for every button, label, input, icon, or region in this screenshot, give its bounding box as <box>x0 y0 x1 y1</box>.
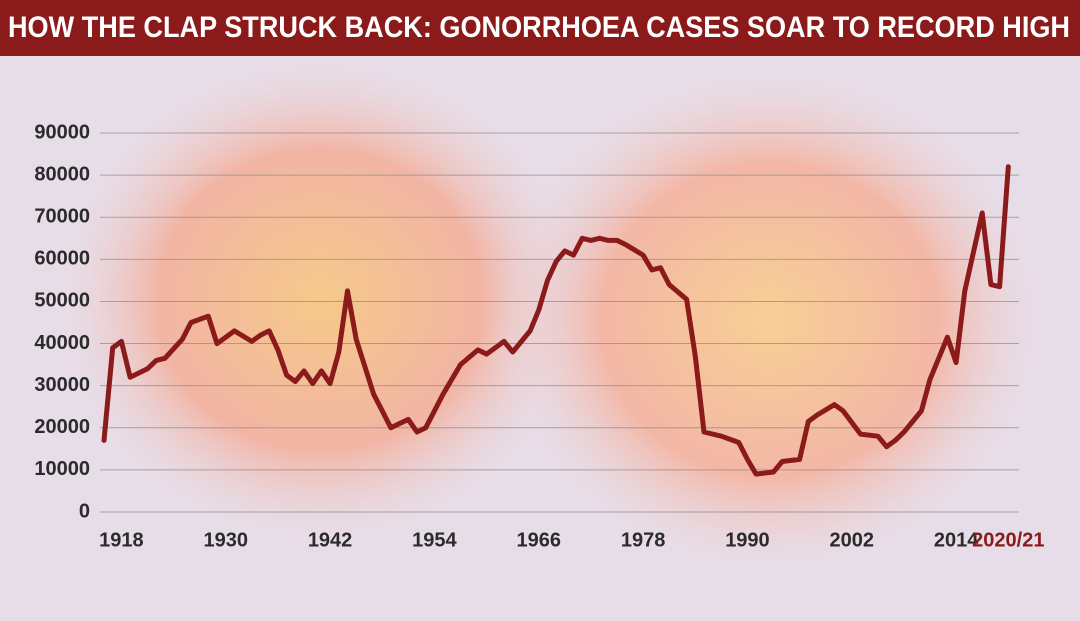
x-tick-label: 1990 <box>725 529 770 551</box>
x-tick-label: 1918 <box>99 529 144 551</box>
background-blob <box>490 60 1050 580</box>
data-line <box>101 164 1011 477</box>
x-tick-label: 2002 <box>830 529 875 551</box>
y-tick-label: 60000 <box>34 248 90 270</box>
y-tick-label: 80000 <box>34 163 90 185</box>
y-tick-label: 30000 <box>34 374 90 396</box>
chart-title: HOW THE CLAP STRUCK BACK: GONORRHOEA CAS… <box>8 11 1070 44</box>
y-tick-label: 50000 <box>34 290 90 312</box>
y-tick-label: 70000 <box>34 206 90 228</box>
x-tick-label: 1966 <box>517 529 562 551</box>
y-tick-label: 10000 <box>34 458 90 480</box>
x-tick-label: 1978 <box>621 529 666 551</box>
y-tick-label: 20000 <box>34 416 90 438</box>
y-tick-label: 90000 <box>34 121 90 143</box>
x-tick-label: 2020/21 <box>972 529 1044 551</box>
x-tick-label: 1942 <box>308 529 353 551</box>
title-bar <box>0 0 1080 56</box>
x-tick-label: 1930 <box>203 529 248 551</box>
y-tick-label: 0 <box>79 500 90 522</box>
y-tick-label: 40000 <box>34 332 90 354</box>
x-tick-label: 1954 <box>412 529 457 551</box>
x-tick-label: 2014 <box>934 529 979 551</box>
